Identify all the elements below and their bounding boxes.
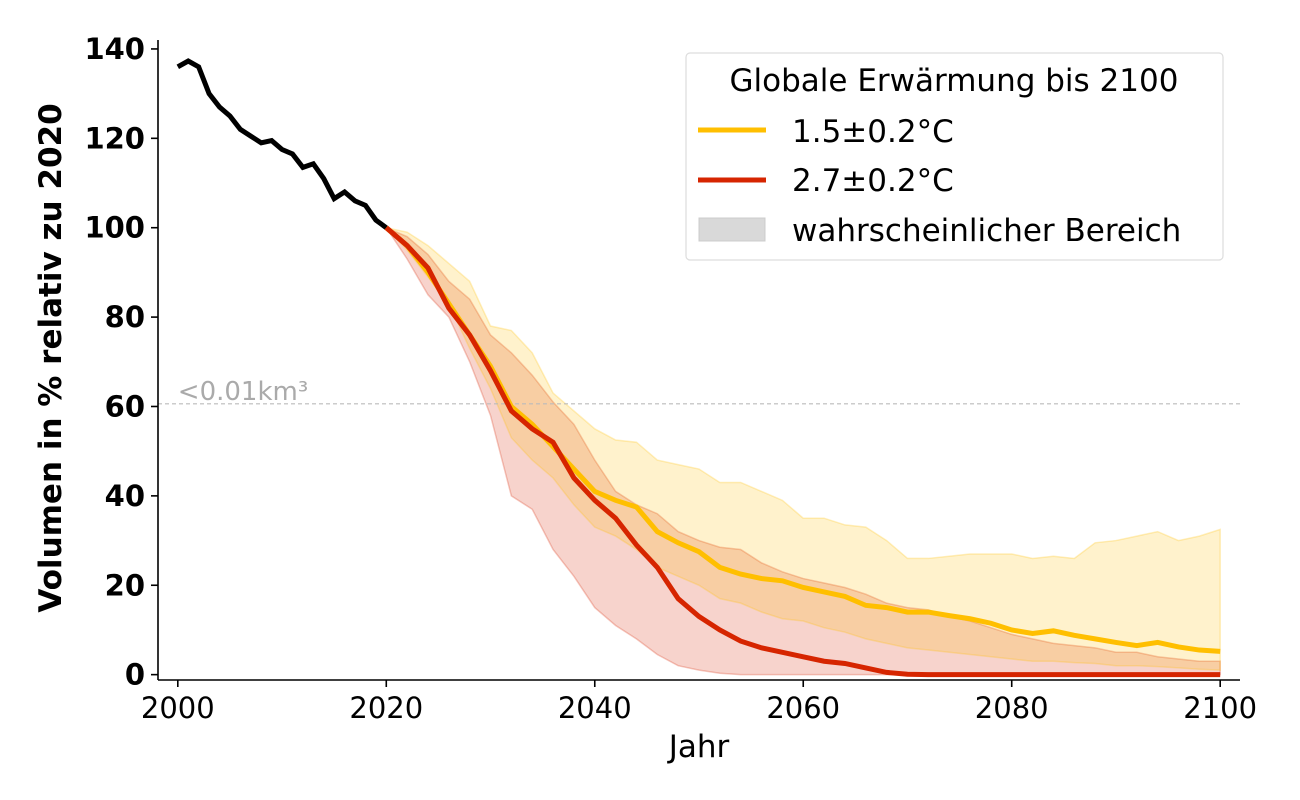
- x-tick-label: 2020: [349, 691, 423, 725]
- legend-frame: [685, 52, 1224, 261]
- legend: Globale Erwärmung bis 2100 1.5±0.2°C 2.7…: [685, 52, 1224, 261]
- history-line: [176, 58, 388, 230]
- legend-swatch-range: [698, 217, 766, 242]
- y-tick-label: 120: [84, 121, 145, 155]
- x-tick-label: 2100: [1183, 691, 1257, 725]
- legend-title: Globale Erwärmung bis 2100: [730, 63, 1179, 99]
- reference-line-label: <0.01km³: [178, 377, 308, 407]
- y-tick-label: 80: [105, 300, 145, 334]
- band-1502: [384, 226, 1221, 671]
- y-tick-label: 20: [105, 568, 145, 602]
- series-lines: [176, 58, 1221, 678]
- x-tick-label: 2000: [141, 691, 215, 725]
- y-tick-label: 60: [105, 389, 145, 423]
- likely-range-bands: [384, 226, 1221, 676]
- x-tick-label: 2060: [766, 691, 840, 725]
- band-2702: [384, 226, 1221, 676]
- x-tick-label: 2080: [975, 691, 1049, 725]
- x-axis-label: Jahr: [667, 729, 730, 765]
- x-tick-label: 2040: [558, 691, 632, 725]
- legend-entry-1-5: 1.5±0.2°C: [792, 114, 954, 150]
- line-1-5C: [384, 225, 1221, 654]
- y-axis-label: Volumen in % relativ zu 2020: [33, 103, 69, 612]
- y-tick-label: 140: [84, 32, 145, 66]
- legend-entry-2-7: 2.7±0.2°C: [792, 163, 954, 199]
- line-2-7C: [384, 225, 1221, 678]
- legend-entry-range: wahrscheinlicher Bereich: [792, 213, 1181, 249]
- y-tick-label: 40: [105, 479, 145, 513]
- y-tick-label: 100: [84, 211, 145, 245]
- y-tick-label: 0: [125, 658, 145, 692]
